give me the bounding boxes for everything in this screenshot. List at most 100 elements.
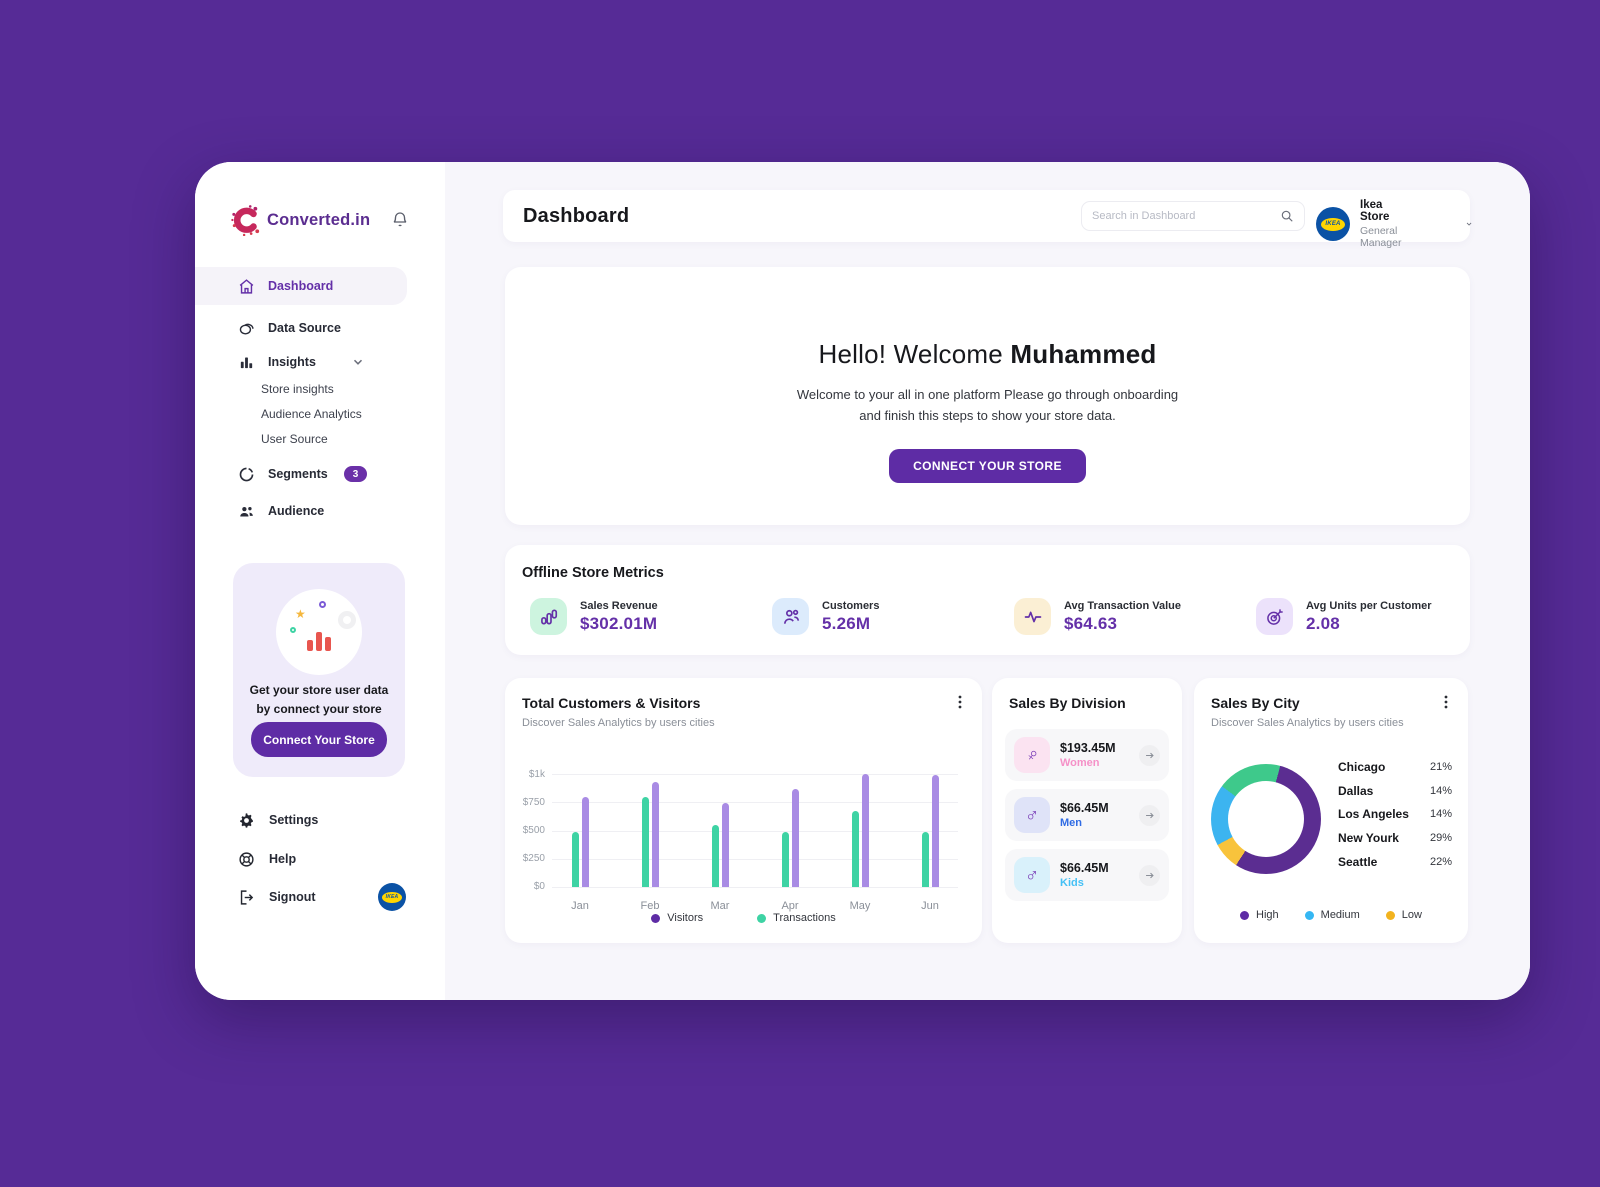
transactions-bar [851, 810, 859, 887]
sidebar-item-signout[interactable]: Signout [195, 883, 407, 911]
bar-group [781, 774, 799, 887]
home-icon [239, 278, 254, 294]
y-tick: $0 [533, 881, 545, 892]
brand-name: Converted.in [267, 210, 371, 229]
bar-chart-legend: Visitors Transactions [505, 912, 982, 924]
division-value: $66.45M [1060, 861, 1109, 875]
offline-store-metrics-card: Offline Store Metrics Sales Revenue $302… [505, 545, 1470, 655]
search-input[interactable] [1092, 210, 1280, 222]
legend-high: High [1240, 909, 1279, 921]
sidebar-item-audience[interactable]: Audience [195, 496, 407, 526]
sales-by-city-card: Sales By City Discover Sales Analytics b… [1194, 678, 1468, 943]
visitors-bar [791, 789, 799, 887]
metric-avg-transaction-value: Avg Transaction Value $64.63 [1014, 598, 1181, 635]
connect-your-store-main-button[interactable]: CONNECT YOUR STORE [889, 448, 1086, 483]
city-row: Dallas 14% [1338, 784, 1452, 798]
sidebar-item-dashboard[interactable]: Dashboard [195, 267, 407, 305]
sidebar-item-help[interactable]: Help [195, 845, 407, 873]
division-row-women: ♀ $193.45M Women [1005, 729, 1169, 781]
transactions-bar [781, 831, 789, 887]
division-label: Kids [1060, 877, 1084, 889]
x-tick: May [849, 900, 871, 912]
sidebar-subitem-store-insights[interactable]: Store insights [261, 378, 334, 400]
transactions-bar [641, 796, 649, 887]
male-symbol-icon: ♂ [1014, 797, 1050, 833]
visitors-bar [861, 774, 869, 887]
metric-label: Customers [822, 599, 880, 612]
bar-group [571, 774, 589, 887]
subitem-label: User Source [261, 432, 328, 446]
y-tick: $500 [522, 825, 545, 836]
legend-medium: Medium [1304, 909, 1360, 921]
sidebar-item-segments[interactable]: Segments 3 [195, 459, 407, 489]
chart-title: Total Customers & Visitors [522, 695, 701, 711]
x-tick: Feb [640, 900, 660, 912]
division-label: Women [1060, 757, 1100, 769]
metric-value: 2.08 [1306, 613, 1340, 633]
metric-sales-revenue: Sales Revenue $302.01M [530, 598, 658, 635]
arrow-right-button[interactable] [1139, 744, 1160, 766]
chart-subtitle: Discover Sales Analytics by users cities [522, 717, 715, 729]
segments-icon [239, 467, 254, 481]
sidebar-item-label: Signout [269, 890, 316, 904]
sidebar-item-insights[interactable]: Insights [195, 347, 407, 377]
user-avatar: IKEA [1316, 207, 1350, 241]
ikea-logo-text: IKEA [382, 891, 402, 903]
user-profile-menu[interactable]: IKEA Ikea Store General Manager [1316, 199, 1473, 249]
gear-icon [240, 812, 253, 828]
bar-group [711, 774, 729, 887]
city-row: New Yourk 29% [1338, 831, 1452, 845]
division-row-kids: ♂ $66.45M Kids [1005, 849, 1169, 901]
user-role: General Manager [1360, 225, 1402, 249]
connect-store-promo-card: ★ Get your store user data by connect yo… [233, 563, 405, 777]
dot-decoration [290, 627, 296, 633]
notification-bell-icon[interactable] [391, 210, 409, 228]
transactions-bar [711, 824, 719, 887]
chevron-down-icon[interactable] [1465, 217, 1473, 231]
sidebar-item-settings[interactable]: Settings [195, 806, 407, 834]
kebab-menu-icon[interactable] [952, 694, 968, 710]
bar-group [641, 774, 659, 887]
chart-title: Sales By City [1211, 695, 1300, 711]
x-tick: Jun [921, 900, 939, 912]
welcome-user-name: Muhammed [1010, 339, 1157, 369]
connect-your-store-sidebar-button[interactable]: Connect Your Store [251, 722, 387, 757]
sidebar-item-label: Settings [269, 813, 319, 827]
ikea-logo-badge: IKEA [378, 883, 406, 911]
metric-label: Avg Transaction Value [1064, 599, 1181, 612]
metrics-title: Offline Store Metrics [522, 565, 664, 581]
arrow-right-button[interactable] [1139, 804, 1160, 826]
sidebar-item-label: Data Source [268, 321, 341, 335]
legend-visitors: Visitors [651, 912, 703, 924]
mini-chart-illustration [307, 632, 331, 651]
customers-icon [772, 598, 809, 635]
division-label: Men [1060, 817, 1082, 829]
arrow-right-button[interactable] [1139, 864, 1160, 886]
legend-transactions: Transactions [757, 912, 836, 924]
main-content: Dashboard IKEA Ikea Store General Manage… [445, 162, 1530, 1000]
sidebar-item-label: Insights [268, 355, 316, 369]
subitem-label: Audience Analytics [261, 407, 362, 421]
metric-label: Sales Revenue [580, 599, 658, 612]
male-symbol-icon: ♂ [1014, 857, 1050, 893]
division-value: $193.45M [1060, 741, 1116, 755]
sidebar-item-data-source[interactable]: Data Source [195, 313, 407, 343]
sidebar-item-label: Dashboard [268, 279, 334, 293]
chevron-down-icon[interactable] [351, 355, 365, 369]
search-icon[interactable] [1280, 209, 1294, 223]
visitors-bar [931, 774, 939, 887]
target-icon [1256, 598, 1293, 635]
logo-row: Converted.in [231, 202, 409, 238]
division-value: $66.45M [1060, 801, 1109, 815]
data-source-icon [239, 323, 254, 335]
welcome-greeting: Hello! Welcome [818, 339, 1003, 369]
sidebar-item-label: Help [269, 852, 297, 866]
card-title: Sales By Division [1009, 695, 1126, 711]
sidebar-item-label: Audience [268, 504, 325, 518]
sidebar-subitem-audience-analytics[interactable]: Audience Analytics [261, 403, 362, 425]
sidebar-subitem-user-source[interactable]: User Source [261, 428, 328, 450]
bar-group [921, 774, 939, 887]
metric-customers: Customers 5.26M [772, 598, 879, 635]
kebab-menu-icon[interactable] [1438, 694, 1454, 710]
user-info: Ikea Store General Manager [1360, 199, 1407, 249]
